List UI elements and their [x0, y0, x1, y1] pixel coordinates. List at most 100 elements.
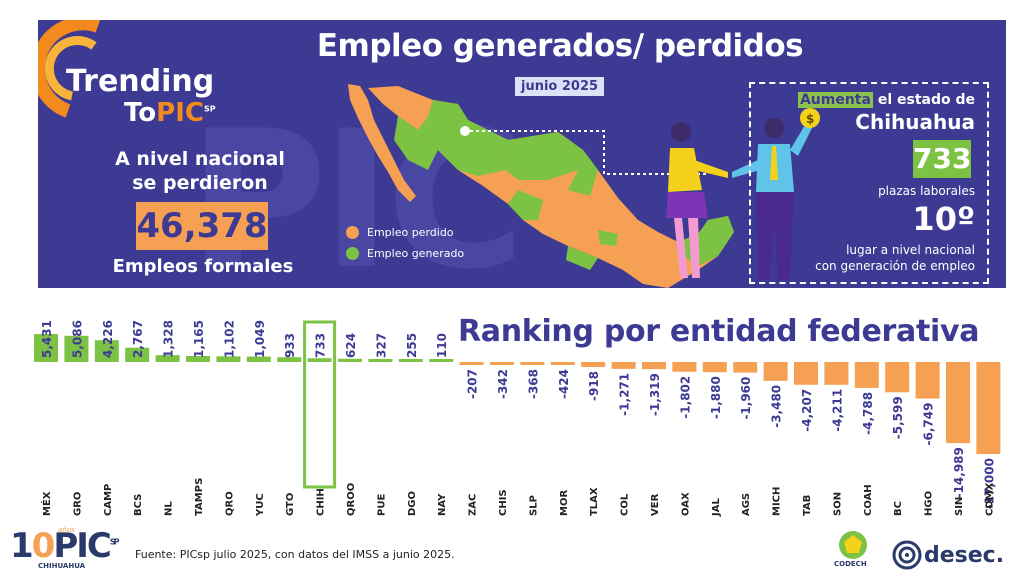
- bar-oax: [672, 362, 697, 372]
- category-label-jal: JAL: [711, 498, 722, 517]
- infobox-rank-text2: con generación de empleo: [815, 259, 975, 273]
- bar-qroo: [338, 358, 362, 362]
- value-label-tab: -4,207: [800, 389, 814, 432]
- category-label-yuc: YUC: [255, 493, 266, 517]
- bar-tlax: [581, 362, 606, 367]
- value-label-qro: 1,102: [222, 320, 236, 358]
- national-line2: se perdieron: [132, 172, 268, 194]
- pic-logo: 10PICSP: [10, 526, 120, 566]
- category-label-gro: GRO: [72, 492, 83, 516]
- bar-gto: [277, 357, 302, 362]
- desec-icon: [892, 540, 922, 570]
- logo-pic: PIC: [156, 98, 204, 128]
- value-label-ags: -1,960: [739, 377, 753, 420]
- national-value: 46,378: [136, 202, 268, 250]
- value-label-méx: 5,431: [40, 320, 54, 358]
- chart-title: Ranking por entidad federativa: [458, 314, 980, 349]
- logo-topic: ToPICSP: [124, 98, 216, 128]
- pic-logo-sup: SP: [109, 537, 120, 547]
- logo-sp: SP: [203, 104, 216, 114]
- infobox-state: Chihuahua: [855, 110, 975, 134]
- legend-gained-label: Empleo generado: [367, 247, 465, 260]
- bar-coah: [854, 362, 879, 388]
- bar-mor: [550, 362, 575, 365]
- legend-lost-swatch: [346, 226, 359, 239]
- category-label-oax: OAX: [680, 492, 691, 516]
- category-label-bcs: BCS: [133, 494, 144, 516]
- infobox-line1-rest: el estado de: [872, 92, 975, 108]
- category-label-mor: MOR: [559, 490, 570, 516]
- bar-slp: [520, 362, 545, 365]
- source-footer: Fuente: PICsp julio 2025, con datos del …: [135, 548, 455, 561]
- category-label-qroo: QROO: [346, 483, 357, 516]
- category-label-tamps: TAMPS: [194, 478, 205, 516]
- bar-bcs: [125, 347, 150, 362]
- value-label-tamps: 1,165: [192, 320, 206, 358]
- value-label-camp: 4,226: [101, 320, 115, 358]
- national-line1: A nivel nacional: [115, 148, 285, 170]
- trending-topic-arc-logo: [38, 20, 101, 118]
- legend-gained: Empleo generado: [346, 247, 464, 260]
- bar-tab: [794, 362, 818, 385]
- category-label-camp: CAMP: [103, 484, 114, 516]
- infobox-rank-text: lugar a nivel nacional con generación de…: [815, 242, 975, 274]
- value-label-oax: -1,802: [678, 376, 692, 419]
- value-label-qroo: 624: [344, 333, 358, 358]
- bar-cdmx: [976, 362, 1001, 454]
- bar-nl: [155, 355, 180, 362]
- handshake-illustration: $: [666, 108, 820, 280]
- category-label-bc: BC: [893, 501, 904, 516]
- value-label-col: -1,271: [618, 373, 632, 416]
- pic-logo-years: años: [58, 526, 75, 534]
- category-label-tab: TAB: [802, 495, 813, 516]
- value-label-coah: -4,788: [861, 392, 875, 435]
- value-label-hgo: -6,749: [922, 403, 936, 446]
- codech-label: CODECH: [834, 560, 867, 568]
- bar-chih: [307, 358, 332, 362]
- value-label-bc: -5,599: [891, 396, 905, 439]
- category-label-chih: CHIH: [316, 488, 327, 516]
- legend-gained-swatch: [346, 247, 359, 260]
- category-label-hgo: HGO: [924, 491, 935, 516]
- pic-logo-sub: CHIHUAHUA: [38, 562, 86, 570]
- bar-dgo: [398, 359, 423, 362]
- category-label-dgo: DGO: [407, 491, 418, 516]
- category-label-zac: ZAC: [468, 494, 479, 516]
- bar-camp: [94, 340, 119, 362]
- category-label-slp: SLP: [528, 495, 539, 516]
- category-label-pue: PUE: [376, 494, 387, 516]
- bar-gro: [64, 335, 89, 362]
- bar-son: [824, 362, 849, 385]
- bar-qro: [216, 356, 241, 362]
- infobox-highlight-word: Aumenta: [797, 92, 873, 108]
- category-label-cdmx: CDMX: [984, 482, 995, 516]
- bar-chis: [490, 362, 514, 365]
- bar-zac: [459, 362, 484, 365]
- legend-lost-label: Empleo perdido: [367, 226, 454, 239]
- infobox-rank: 10º: [912, 200, 975, 238]
- value-label-yuc: 1,049: [253, 320, 267, 358]
- category-label-ver: VER: [650, 493, 661, 516]
- bar-méx: [34, 334, 58, 362]
- national-line3: Empleos formales: [112, 256, 294, 277]
- category-label-chis: CHIS: [498, 489, 509, 516]
- bar-pue: [368, 359, 393, 362]
- bar-tamps: [186, 355, 210, 362]
- category-label-son: SON: [832, 492, 843, 516]
- header-banner: PIC $: [38, 20, 1006, 288]
- category-label-qro: QRO: [224, 491, 235, 516]
- pic-logo-text: PIC: [53, 526, 112, 566]
- bar-ver: [642, 362, 666, 370]
- category-label-tlax: TLAX: [589, 487, 600, 516]
- logo-trending: Trending: [66, 64, 215, 99]
- value-label-gto: 933: [283, 333, 297, 358]
- infobox-value: 733: [913, 140, 971, 178]
- value-label-cdmx: -17,000: [982, 458, 996, 509]
- value-label-nay: 110: [435, 333, 449, 358]
- bar-yuc: [246, 356, 271, 362]
- value-label-sin: -14,989: [952, 447, 966, 498]
- category-label-sin: SIN: [954, 497, 965, 516]
- value-label-mor: -424: [557, 369, 571, 399]
- value-label-tlax: -918: [587, 371, 601, 401]
- bar-nay: [429, 359, 454, 362]
